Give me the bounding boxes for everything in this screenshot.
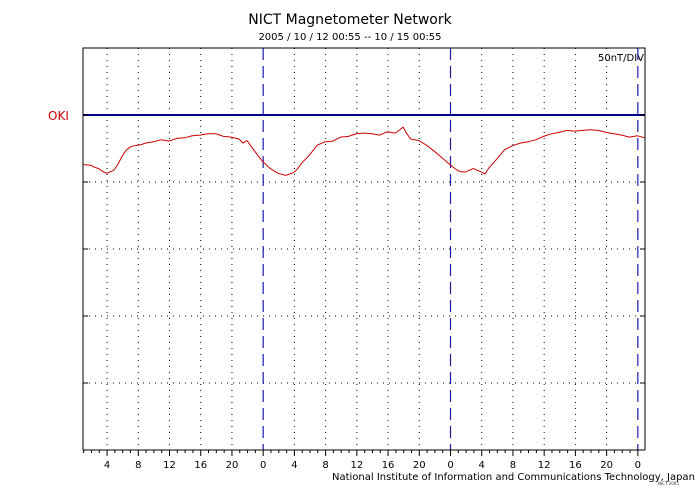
x-tick-label: 20 [226, 460, 239, 471]
credit-label: National Institute of Information and Co… [332, 472, 695, 483]
x-tick-label: 0 [635, 460, 641, 471]
station-label: OKI [48, 109, 69, 123]
x-axis: 4 8 12 16 20 0 4 8 12 16 20 0 4 8 12 16 20 0 [83, 47, 645, 471]
x-tick-label: 4 [479, 460, 485, 471]
x-tick-label: 12 [538, 460, 551, 471]
x-tick-label: 12 [350, 460, 363, 471]
chart-subtitle: 2005 / 10 / 12 00:55 -- 10 / 15 00:55 [258, 32, 442, 43]
scale-label: 50nT/DIV [597, 53, 644, 64]
x-tick-label: 20 [413, 460, 426, 471]
day-boundary-layer [262, 48, 639, 450]
chart-title: NICT Magnetometer Network [248, 12, 452, 28]
x-tick-label: 12 [163, 460, 176, 471]
x-tick-label: 16 [194, 460, 207, 471]
x-tick-label: 20 [600, 460, 613, 471]
x-tick-label: 8 [135, 460, 141, 471]
x-tick-label: 4 [291, 460, 297, 471]
x-tick-label: 0 [260, 460, 266, 471]
x-tick-label: 16 [569, 460, 582, 471]
x-tick-label: 8 [322, 460, 328, 471]
x-tick-label: 16 [382, 460, 395, 471]
stamp-label: NICT 2005 [658, 481, 679, 486]
x-tick-label: 0 [447, 460, 453, 471]
x-tick-label: 8 [510, 460, 516, 471]
x-tick-label: 4 [104, 460, 110, 471]
data-line-oki [82, 126, 646, 176]
grid-layer [83, 48, 645, 450]
